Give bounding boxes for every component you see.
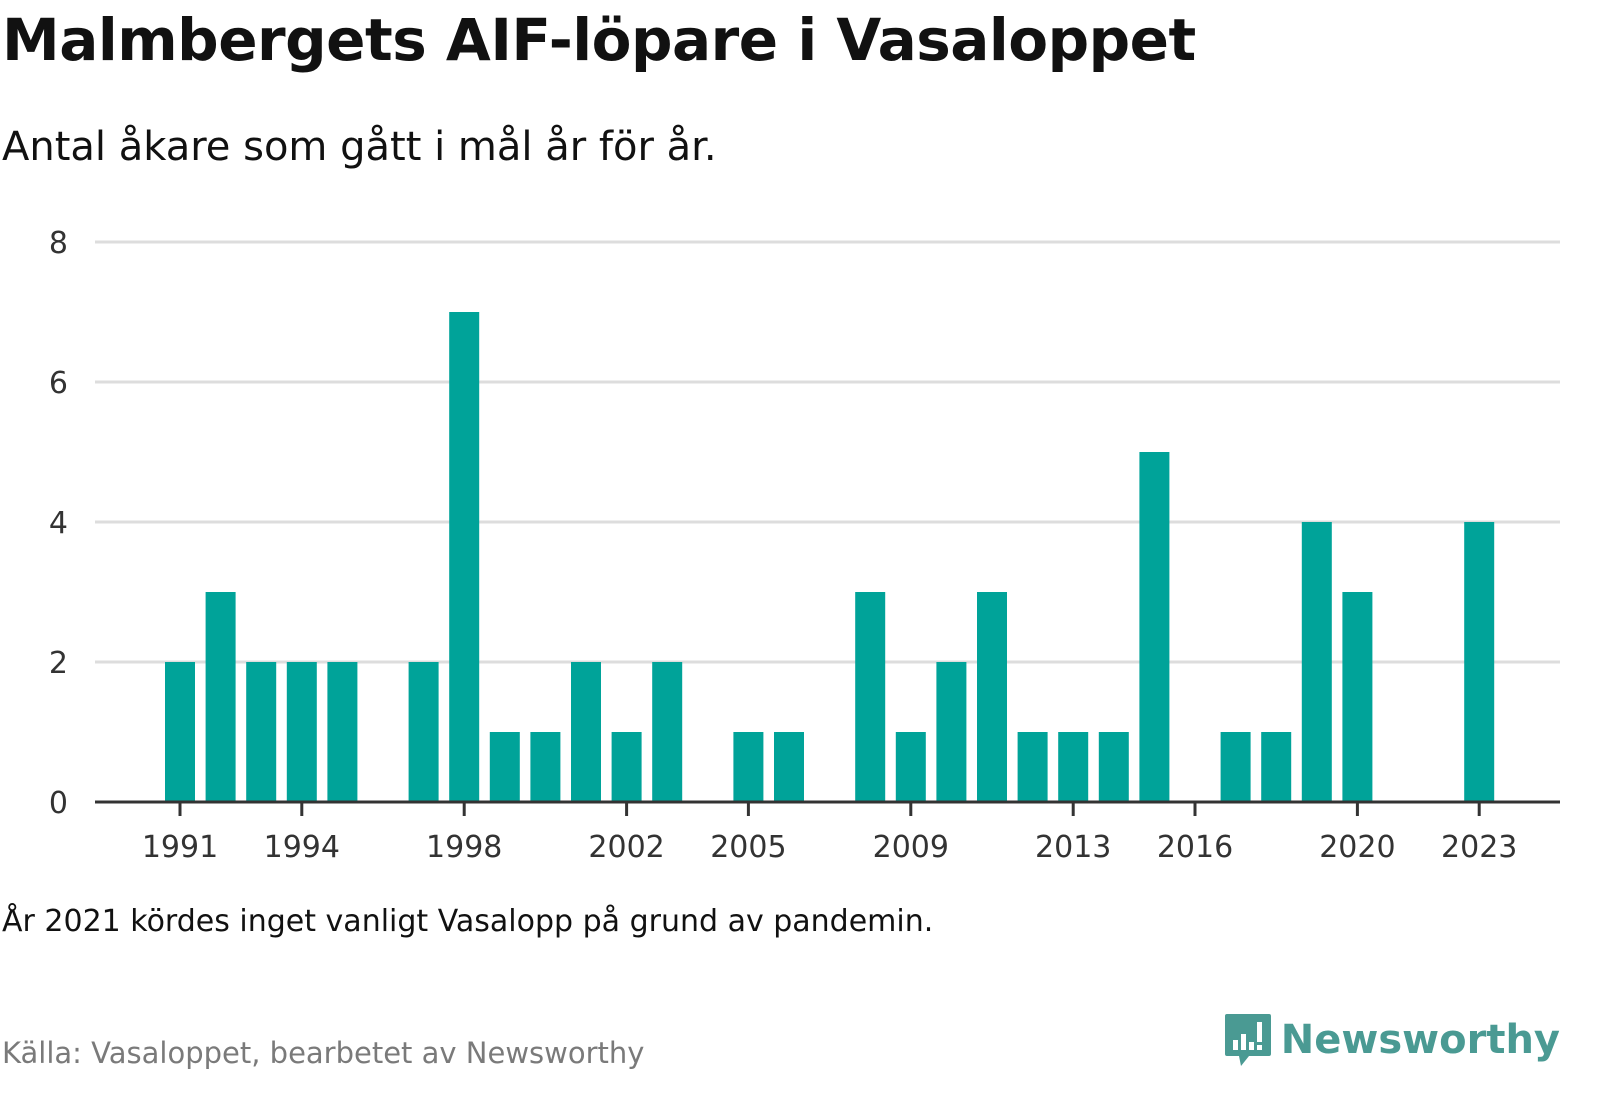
x-tick-label: 1991 [142, 830, 218, 860]
x-tick-label: 2013 [1035, 830, 1111, 860]
x-axis-ticks: 1991 1994 1998 2002 2005 2009 2013 2016 2020 2023 [142, 802, 1517, 860]
y-tick-label: 0 [49, 786, 68, 821]
chart-subtitle: Antal åkare som gått i mål år för år. [2, 124, 717, 170]
source-text: Källa: Vasaloppet, bearbetet av Newswort… [2, 1036, 645, 1070]
x-tick-label: 2009 [873, 830, 949, 860]
bar-1998 [449, 312, 480, 802]
chart-title: Malmbergets AIF-löpare i Vasaloppet [2, 6, 1196, 74]
bar-1994 [286, 662, 317, 802]
x-tick-label: 2023 [1441, 830, 1517, 860]
bar-2010 [936, 662, 967, 802]
bar-2014 [1098, 732, 1129, 802]
brand-name: Newsworthy [1280, 1017, 1560, 1063]
bar-2001 [571, 662, 601, 802]
bar-1992 [205, 592, 236, 802]
x-tick-label: 2005 [710, 830, 786, 860]
bar-chart: 0 2 4 6 8 1991 1994 1998 2002 2005 2009 2013 2016 20… [49, 226, 1560, 860]
y-tick-label: 4 [49, 506, 68, 541]
brand-logo[interactable]: Newsworthy [1223, 1012, 1560, 1068]
y-axis-labels: 0 2 4 6 8 [49, 226, 68, 821]
x-tick-label: 2002 [588, 830, 664, 860]
x-tick-label: 1994 [264, 830, 340, 860]
bar-2005 [733, 732, 764, 802]
bar-2006 [774, 732, 804, 802]
bar-2012 [1017, 732, 1048, 802]
y-tick-label: 8 [49, 226, 68, 261]
bar-2017 [1220, 732, 1251, 802]
grid-lines [95, 240, 1560, 664]
bar-2008 [855, 592, 886, 802]
x-tick-label: 1998 [426, 830, 502, 860]
bar-2003 [652, 662, 683, 802]
bar-2000 [530, 732, 561, 802]
bar-2023 [1464, 522, 1495, 802]
bar-2015 [1139, 452, 1170, 802]
bar-1991 [165, 662, 195, 802]
bar-2013 [1058, 732, 1089, 802]
bar-2009 [895, 732, 926, 802]
bar-1995 [327, 662, 358, 802]
newsworthy-logo-icon [1224, 1014, 1271, 1066]
bar-2020 [1342, 592, 1373, 802]
bars [165, 312, 1495, 802]
y-tick-label: 6 [49, 366, 68, 401]
bar-1993 [246, 662, 277, 802]
bar-1999 [489, 732, 520, 802]
bar-1997 [408, 662, 439, 802]
bar-2011 [977, 592, 1007, 802]
chart-note: År 2021 kördes inget vanligt Vasalopp på… [2, 904, 934, 939]
x-tick-label: 2016 [1157, 830, 1233, 860]
bar-2018 [1261, 732, 1292, 802]
y-tick-label: 2 [49, 646, 68, 681]
bar-2019 [1301, 522, 1332, 802]
bar-2002 [611, 732, 642, 802]
x-tick-label: 2020 [1319, 830, 1395, 860]
